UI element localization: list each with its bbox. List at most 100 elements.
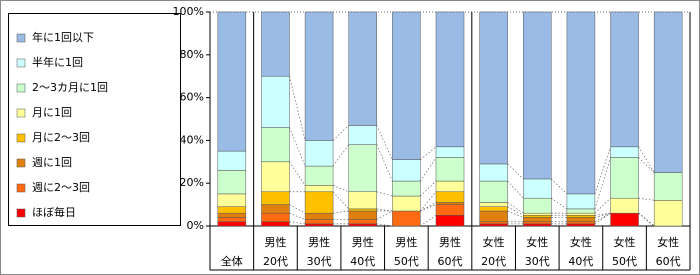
connector bbox=[289, 76, 306, 141]
bar-segment bbox=[261, 75, 290, 128]
bar-segment bbox=[566, 217, 596, 222]
bar-segment bbox=[304, 219, 334, 225]
bar-segment bbox=[392, 210, 421, 227]
connector bbox=[507, 206, 524, 216]
bar-segment bbox=[523, 217, 552, 222]
bar-segment bbox=[479, 210, 508, 222]
x-tick-label: 50代 bbox=[612, 255, 637, 268]
bar-segment bbox=[392, 159, 421, 182]
x-tick-label: 60代 bbox=[656, 255, 681, 268]
bar-segment bbox=[653, 200, 683, 227]
bar-segment bbox=[392, 195, 421, 212]
bar-segment bbox=[653, 172, 683, 201]
bar-segment bbox=[217, 11, 247, 152]
connector bbox=[594, 212, 611, 223]
bar-segment bbox=[348, 219, 377, 225]
bar-segment bbox=[261, 212, 290, 222]
bar-segment bbox=[523, 197, 552, 214]
connector bbox=[332, 125, 349, 141]
bar-segment bbox=[435, 11, 465, 148]
bar-segment bbox=[566, 193, 596, 210]
x-tick-label: 男性 bbox=[264, 235, 286, 249]
legend-swatch bbox=[16, 83, 26, 93]
bar-segment bbox=[261, 11, 290, 77]
bar-segment bbox=[217, 206, 247, 214]
bar-segment bbox=[348, 11, 377, 126]
bar-segment bbox=[610, 212, 639, 227]
connector bbox=[638, 197, 655, 201]
bar-segment bbox=[523, 215, 552, 218]
connector bbox=[332, 144, 350, 167]
connector bbox=[332, 185, 349, 193]
bar-segment bbox=[610, 11, 639, 148]
legend-swatch bbox=[16, 108, 26, 118]
bar-segment bbox=[653, 11, 683, 173]
bar-segment bbox=[479, 202, 508, 207]
bar-segment bbox=[435, 215, 465, 227]
bar-segment bbox=[304, 140, 334, 167]
connector bbox=[551, 178, 568, 195]
connector bbox=[420, 202, 437, 212]
y-tick-label: 100% bbox=[173, 5, 204, 18]
bar-segment bbox=[435, 180, 465, 193]
x-tick-label: 全体 bbox=[221, 254, 243, 268]
legend-label: 月に2～3回 bbox=[32, 131, 90, 144]
bar-segment bbox=[523, 221, 552, 225]
x-tick-label: 男性 bbox=[439, 235, 461, 249]
legend-label: 月に1回 bbox=[32, 106, 72, 119]
x-tick-label: 60代 bbox=[438, 255, 463, 268]
bar-segment bbox=[261, 127, 290, 163]
bar-segment bbox=[261, 161, 290, 193]
bar-segment bbox=[479, 221, 508, 225]
x-tick-label: 40代 bbox=[350, 255, 375, 268]
bar-segment bbox=[217, 150, 247, 171]
x-tick-label: 女性 bbox=[614, 235, 636, 249]
bar-segment bbox=[348, 210, 377, 220]
bar-segment bbox=[479, 11, 508, 165]
connector bbox=[289, 161, 306, 186]
legend-label: ほぼ毎日 bbox=[32, 206, 76, 219]
legend-swatch bbox=[16, 208, 26, 218]
x-tick-label: 50代 bbox=[394, 255, 419, 268]
connector bbox=[420, 191, 437, 212]
bar-segment bbox=[479, 163, 508, 182]
legend-swatch bbox=[16, 33, 26, 43]
y-tick-label: 20% bbox=[180, 176, 204, 189]
connector bbox=[376, 191, 393, 197]
bar-segment bbox=[304, 191, 334, 214]
x-tick-label: 女性 bbox=[570, 235, 592, 249]
x-tick-label: 40代 bbox=[568, 255, 593, 268]
connector bbox=[376, 210, 393, 220]
x-tick-label: 女性 bbox=[526, 235, 548, 249]
bar-segment bbox=[435, 202, 465, 205]
bar-segment bbox=[435, 146, 465, 158]
y-tick-label: 80% bbox=[180, 48, 204, 61]
connector bbox=[507, 163, 524, 180]
bar-segment bbox=[566, 215, 596, 218]
bar-segment bbox=[392, 11, 421, 160]
bar-segment bbox=[304, 223, 334, 227]
connector bbox=[376, 208, 393, 212]
bar-segment bbox=[523, 178, 552, 199]
bar-segment bbox=[261, 221, 290, 227]
connector bbox=[289, 221, 306, 225]
bar-segment bbox=[348, 144, 377, 193]
connector bbox=[333, 210, 349, 214]
bar-segment bbox=[610, 157, 639, 199]
legend-label: 週に1回 bbox=[32, 156, 72, 169]
bar-segment bbox=[348, 208, 377, 212]
bar-segment bbox=[348, 191, 377, 210]
x-tick-label: 30代 bbox=[525, 255, 550, 268]
x-tick-label: 20代 bbox=[481, 255, 506, 268]
connector bbox=[332, 191, 349, 210]
bar-segment bbox=[304, 11, 334, 141]
bar-segment bbox=[610, 146, 639, 158]
bar-segment bbox=[392, 180, 421, 197]
bar-segment bbox=[217, 193, 247, 207]
legend-label: 週に2～3回 bbox=[32, 181, 90, 194]
bar-segment bbox=[523, 11, 552, 180]
x-tick-label: 女性 bbox=[657, 235, 679, 249]
bar-segment bbox=[217, 221, 247, 227]
bar-segment bbox=[610, 197, 639, 214]
bar-segment bbox=[523, 223, 552, 227]
